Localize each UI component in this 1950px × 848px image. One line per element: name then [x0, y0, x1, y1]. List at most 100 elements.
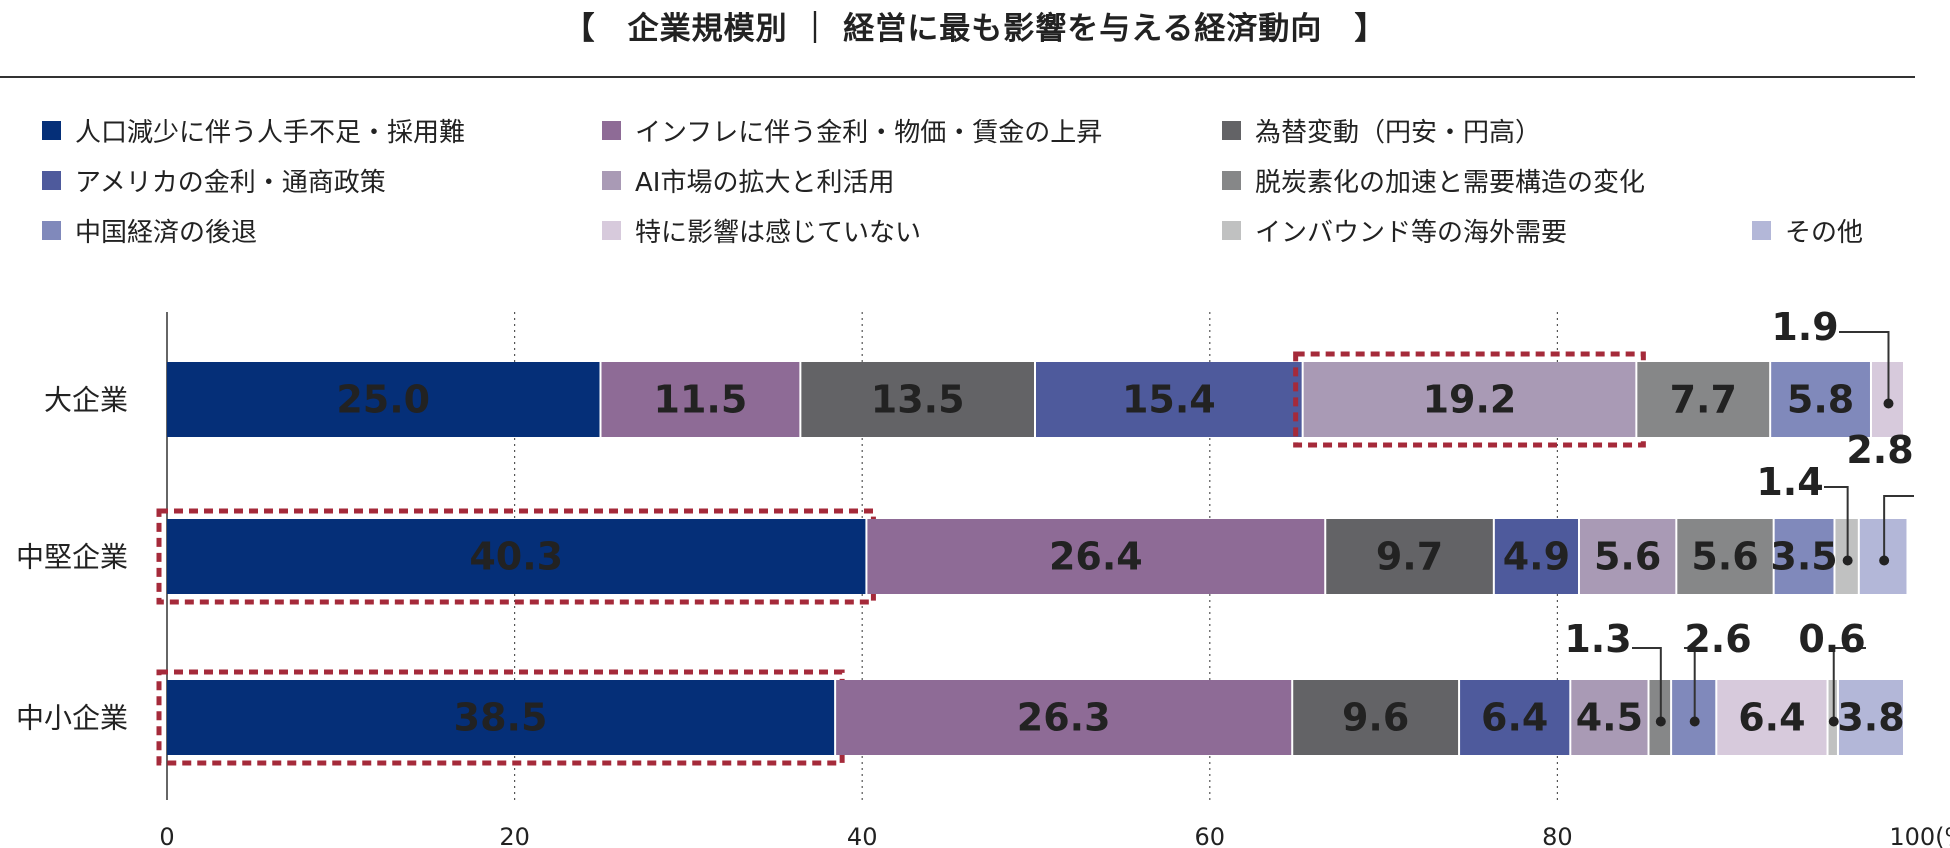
legend-label: アメリカの金利・通商政策: [75, 167, 386, 198]
bar-segment: [1838, 680, 1903, 755]
data-label: 7.7: [1670, 378, 1737, 422]
callout-label: 2.6: [1684, 617, 1751, 661]
x-tick-label: 100(%): [1889, 823, 1950, 848]
legend-swatch: [1222, 170, 1241, 190]
legend-swatch: [42, 220, 61, 240]
bar-segment: [1774, 519, 1834, 594]
data-label: 15.4: [1122, 378, 1216, 422]
bar-segment: [1717, 680, 1827, 755]
data-label: 13.5: [871, 378, 965, 422]
callout-label: 0.6: [1798, 617, 1865, 661]
bar-segment: [836, 680, 1292, 755]
data-label: 5.6: [1691, 535, 1758, 579]
callout-dot: [1828, 716, 1839, 727]
legend-label: 為替変動（円安・円高）: [1255, 117, 1542, 148]
x-tick-label: 0: [159, 823, 174, 848]
callout-dot: [1842, 555, 1853, 566]
bar-segment: [1579, 519, 1676, 594]
category-label: 中堅企業: [16, 541, 128, 574]
bar-segment: [167, 362, 600, 437]
legend-swatch: [42, 120, 61, 140]
bar-segment: [1771, 362, 1870, 437]
legend-swatch: [1222, 120, 1241, 140]
data-label: 6.4: [1481, 696, 1548, 740]
data-label: 4.5: [1576, 696, 1643, 740]
callout-dot: [1879, 555, 1890, 566]
x-tick-label: 80: [1542, 823, 1573, 848]
bar-segment: [601, 362, 800, 437]
legend-item: 為替変動（円安・円高）: [1222, 110, 1541, 150]
bar-segment: [1036, 362, 1302, 437]
legend-swatch: [42, 170, 61, 190]
bar-segment: [1637, 362, 1770, 437]
callout-label: 1.9: [1771, 305, 1838, 349]
callout-leader: [1883, 495, 1914, 561]
data-label: 26.4: [1049, 535, 1143, 579]
legend-swatch: [1752, 220, 1771, 240]
legend-label: インバウンド等の海外需要: [1255, 217, 1568, 248]
legend-swatch: [602, 220, 621, 240]
callout-leader: [1632, 647, 1662, 722]
data-label: 5.6: [1594, 535, 1661, 579]
legend-label: 脱炭素化の加速と需要構造の変化: [1255, 167, 1646, 198]
legend-item: AI市場の拡大と利活用: [602, 160, 894, 200]
legend-swatch: [602, 120, 621, 140]
data-label: 4.9: [1503, 535, 1570, 579]
callout-label: 1.3: [1564, 617, 1631, 661]
callout-label: 1.4: [1756, 460, 1823, 504]
bar-segment: [801, 362, 1034, 437]
x-tick-label: 20: [499, 823, 530, 848]
legend-label: AI市場の拡大と利活用: [635, 167, 895, 198]
bar-segment: [1326, 519, 1493, 594]
bar-segment: [1303, 362, 1636, 437]
chart-title: 【 企業規模別 ｜ 経営に最も影響を与える経済動向 】: [563, 10, 1387, 47]
category-label: 大企業: [44, 384, 128, 417]
data-label: 9.6: [1342, 696, 1409, 740]
data-label: 6.4: [1738, 696, 1805, 740]
legend-item: インフレに伴う金利・物価・賃金の上昇: [602, 110, 1102, 150]
bar-segment: [1677, 519, 1773, 594]
callout-label: 2.8: [1846, 428, 1913, 472]
highlight-box: [156, 508, 876, 605]
callout-leader: [1684, 647, 1696, 722]
x-tick-label: 40: [847, 823, 878, 848]
data-label: 38.5: [454, 696, 548, 740]
legend-swatch: [1222, 220, 1241, 240]
callout-leader: [1824, 486, 1849, 561]
x-tick-label: 60: [1195, 823, 1226, 848]
data-label: 9.7: [1376, 535, 1443, 579]
callout-leader: [1839, 331, 1890, 404]
callout-dot: [1689, 716, 1700, 727]
callout-leader: [1832, 647, 1866, 722]
legend-swatch: [602, 170, 621, 190]
legend: 人口減少に伴う人手不足・採用難 インフレに伴う金利・物価・賃金の上昇 為替変動（…: [0, 110, 1950, 280]
data-label: 3.8: [1837, 696, 1904, 740]
legend-item: 特に影響は感じていない: [602, 210, 921, 250]
bar-segment: [1494, 519, 1578, 594]
data-label: 11.5: [654, 378, 748, 422]
legend-item: 人口減少に伴う人手不足・採用難: [42, 110, 465, 150]
bar-segment: [1571, 680, 1648, 755]
title-divider: [0, 76, 1915, 78]
data-label: 5.8: [1787, 378, 1854, 422]
data-label: 3.5: [1770, 535, 1837, 579]
legend-label: 特に影響は感じていない: [635, 217, 922, 248]
callout-dot: [1883, 398, 1894, 409]
category-label: 中小企業: [16, 702, 128, 735]
data-label: 26.3: [1017, 696, 1111, 740]
callout-dot: [1655, 716, 1666, 727]
data-label: 40.3: [469, 535, 563, 579]
legend-item: 中国経済の後退: [42, 210, 257, 250]
legend-item: インバウンド等の海外需要: [1222, 210, 1567, 250]
bar-segment: [167, 680, 835, 755]
data-label: 19.2: [1423, 378, 1517, 422]
bar-segment: [867, 519, 1325, 594]
bar-segment: [167, 519, 866, 594]
legend-label: 中国経済の後退: [75, 217, 258, 248]
legend-label: インフレに伴う金利・物価・賃金の上昇: [635, 117, 1103, 148]
legend-item: アメリカの金利・通商政策: [42, 160, 386, 200]
bar-segment: [1293, 680, 1459, 755]
legend-item: 脱炭素化の加速と需要構造の変化: [1222, 160, 1645, 200]
data-label: 25.0: [336, 378, 430, 422]
